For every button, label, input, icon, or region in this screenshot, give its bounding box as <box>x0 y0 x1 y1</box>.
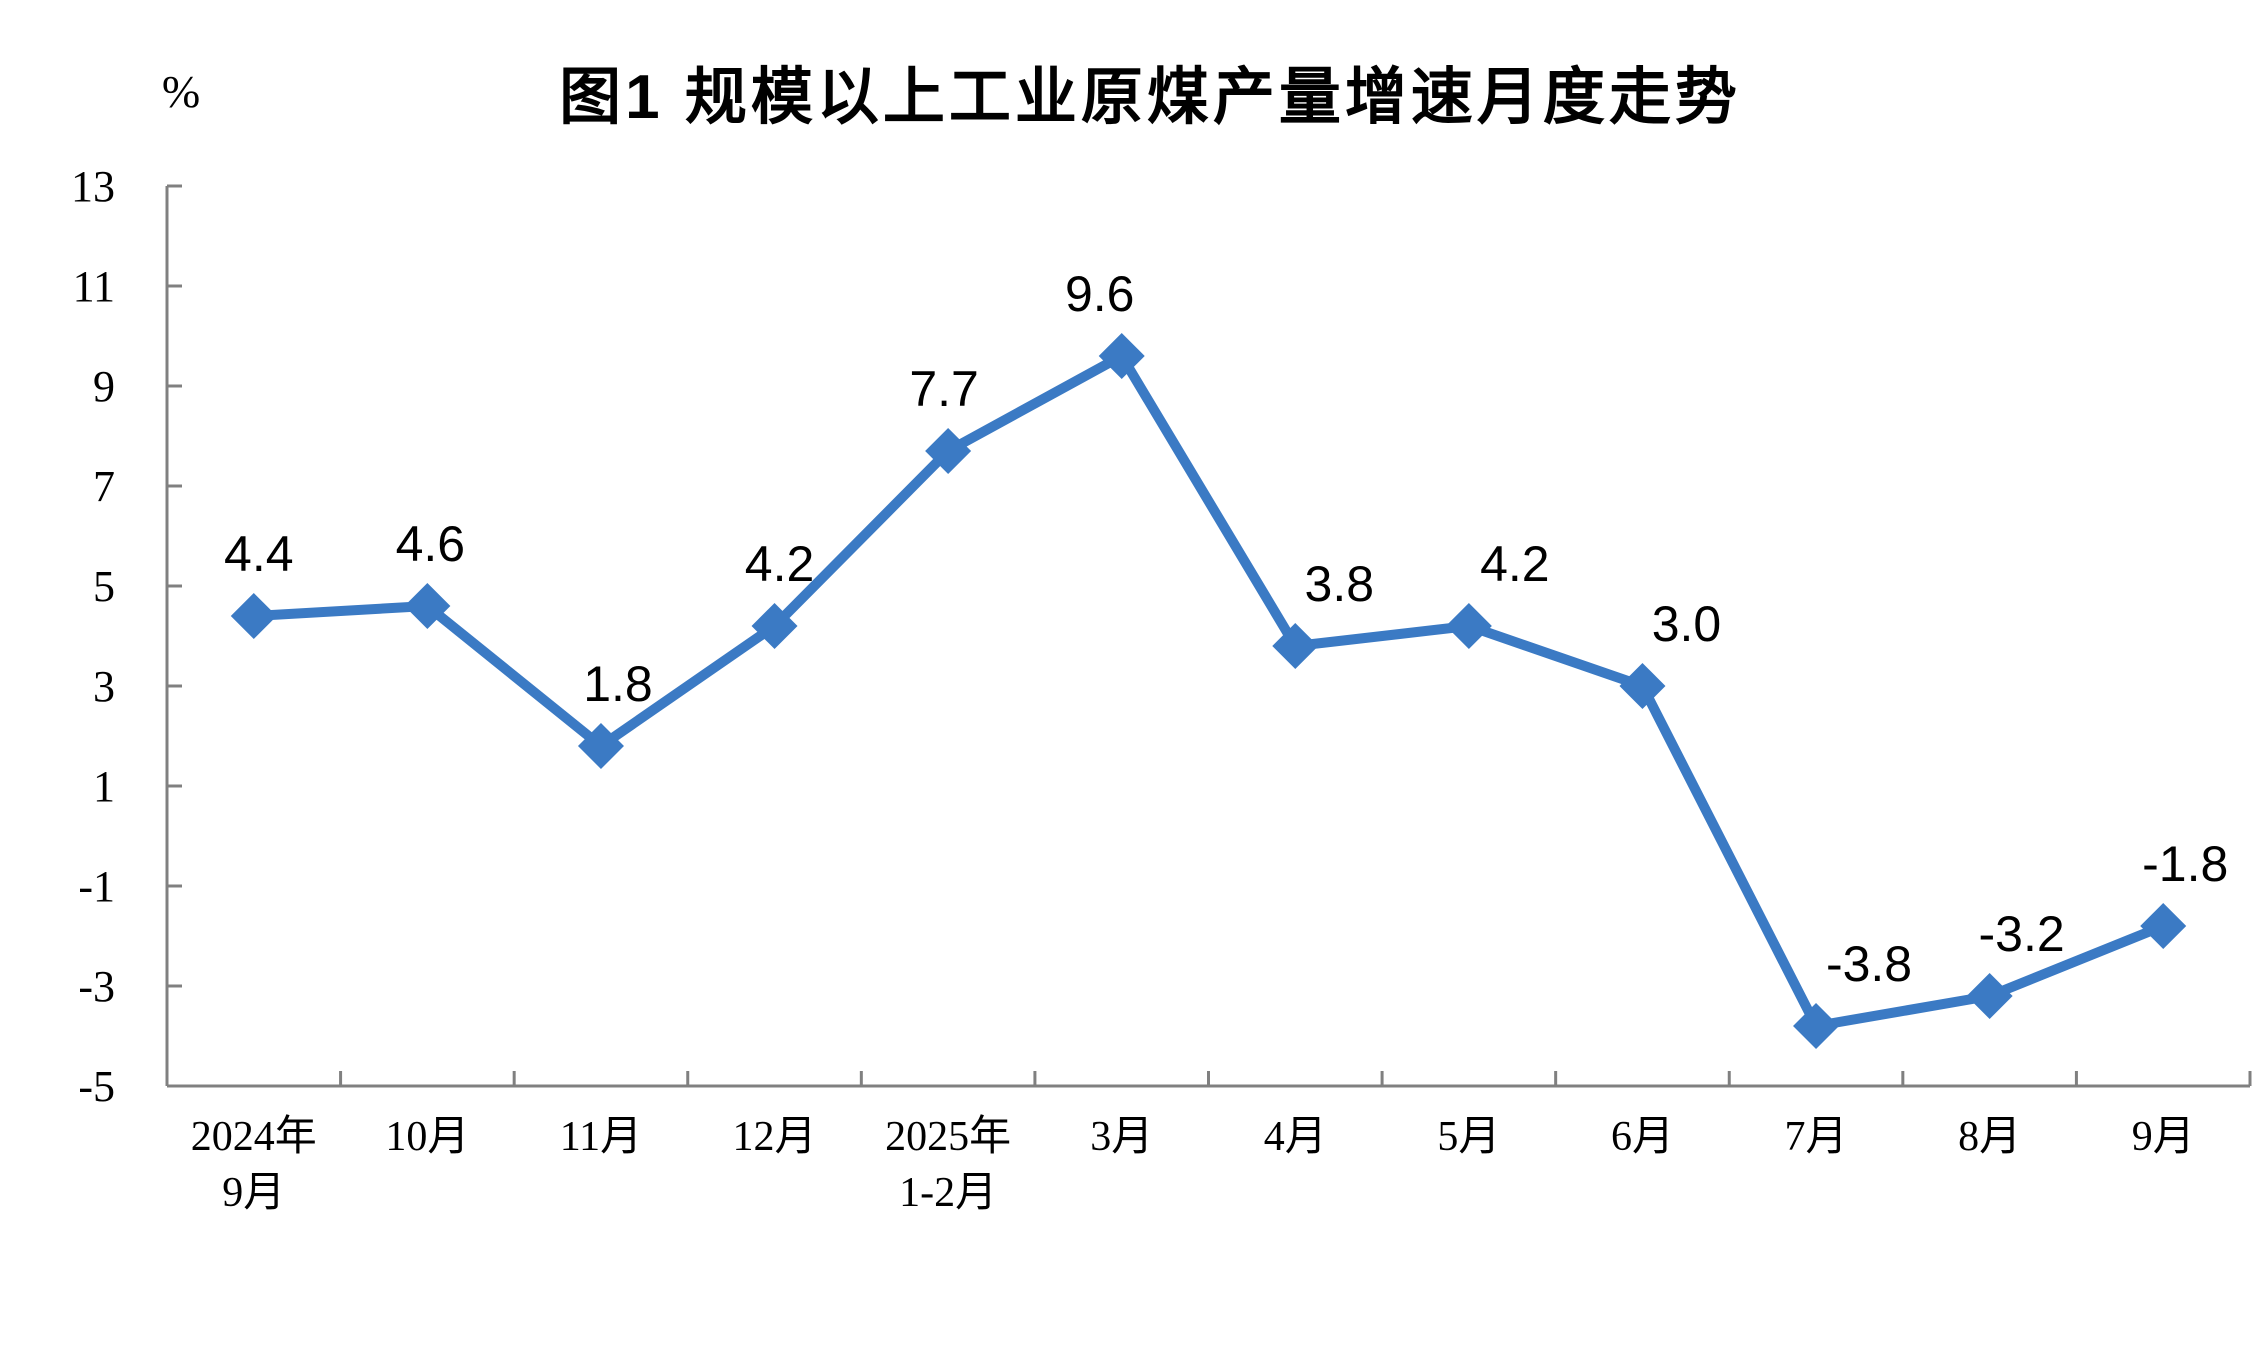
data-point-marker <box>1966 973 2013 1019</box>
data-point-marker <box>577 723 624 769</box>
y-tick-label: 1 <box>93 762 115 811</box>
data-point-marker <box>751 603 798 649</box>
x-tick-label: 7月 <box>1785 1114 1848 1160</box>
x-tick-label: 9月 <box>2132 1114 2195 1160</box>
x-axis: 2024年 9月 10月 11月 12月 2025年 1-2月 3月 4月 5月 6月 7月 8月 9月 <box>165 1071 2252 1216</box>
data-point-marker <box>925 428 972 474</box>
data-point-label: 4.6 <box>396 516 466 572</box>
y-tick-label: 9 <box>93 362 115 411</box>
data-point-label: 3.0 <box>1652 596 1722 652</box>
y-tick-label: -5 <box>78 1062 115 1111</box>
y-tick-label: 7 <box>93 462 115 511</box>
x-tick-label: 3月 <box>1090 1114 1153 1160</box>
y-tick-label: 13 <box>71 162 115 211</box>
x-tick-label: 2025年 1-2月 <box>885 1113 1011 1216</box>
x-tick-label: 2024年 9月 <box>191 1113 317 1216</box>
data-point-marker <box>1619 663 1666 709</box>
data-point-label: -1.8 <box>2142 836 2228 892</box>
x-tick-label: 12月 <box>733 1114 817 1160</box>
data-point-marker <box>1793 1003 1840 1049</box>
data-point-label: 9.6 <box>1065 266 1135 322</box>
data-point-marker <box>2140 903 2187 949</box>
y-tick-label: 5 <box>93 562 115 611</box>
data-point-label: 4.4 <box>224 526 294 582</box>
x-tick-label: 11月 <box>560 1114 642 1160</box>
y-axis: 13 11 9 7 5 3 1 -1 -3 -5 <box>71 162 182 1111</box>
y-tick-label: -1 <box>78 862 115 911</box>
series-line-group <box>230 333 2187 1049</box>
y-tick-label: 3 <box>93 662 115 711</box>
y-axis-unit-label: % <box>162 66 200 117</box>
data-point-marker <box>1272 623 1319 669</box>
y-tick-label: -3 <box>78 962 115 1011</box>
data-point-marker <box>404 583 451 629</box>
data-point-marker <box>230 593 277 639</box>
x-tick-label: 6月 <box>1611 1114 1674 1160</box>
data-point-label: -3.8 <box>1826 936 1912 992</box>
x-tick-label: 10月 <box>385 1114 469 1160</box>
chart-title: 图1 规模以上工业原煤产量增速月度走势 <box>559 63 1741 132</box>
data-point-label: 4.2 <box>1480 536 1550 592</box>
data-point-label: 3.8 <box>1305 556 1375 612</box>
x-tick-label: 4月 <box>1264 1114 1327 1160</box>
data-point-marker <box>1445 603 1492 649</box>
data-point-label: 7.7 <box>909 361 979 417</box>
data-point-label: -3.2 <box>1979 906 2065 962</box>
y-tick-label: 11 <box>73 262 115 311</box>
x-tick-label: 8月 <box>1958 1114 2021 1160</box>
data-labels-group: 4.4 4.6 1.8 4.2 7.7 9.6 3.8 4.2 3.0 -3.8 -3.2 -1.8 <box>224 266 2228 992</box>
data-point-marker <box>1098 333 1145 379</box>
data-point-label: 4.2 <box>745 536 815 592</box>
x-tick-label: 5月 <box>1437 1114 1500 1160</box>
data-point-label: 1.8 <box>583 656 653 712</box>
series-line <box>248 351 2169 1031</box>
